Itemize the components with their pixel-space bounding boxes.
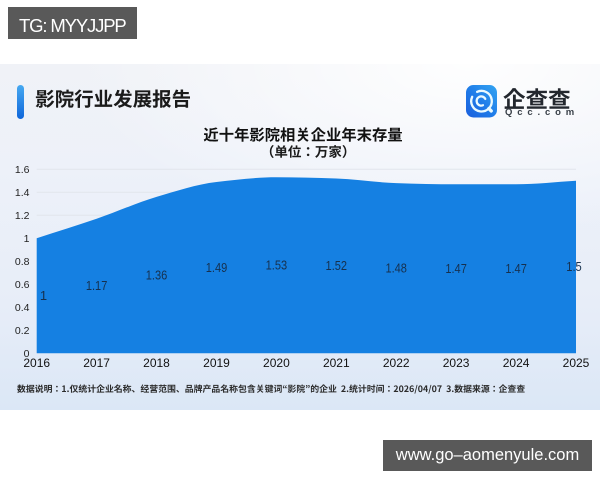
- svg-text:2024: 2024: [503, 356, 530, 370]
- svg-text:2021: 2021: [323, 356, 350, 370]
- svg-text:0.8: 0.8: [15, 256, 30, 268]
- svg-text:1.53: 1.53: [266, 258, 288, 273]
- svg-text:1.5: 1.5: [566, 259, 582, 274]
- svg-text:2019: 2019: [203, 356, 230, 370]
- svg-text:2022: 2022: [383, 356, 410, 370]
- svg-text:1.6: 1.6: [15, 164, 30, 176]
- svg-text:1.52: 1.52: [326, 258, 348, 273]
- svg-text:1.49: 1.49: [206, 260, 228, 275]
- svg-text:0.6: 0.6: [15, 279, 30, 291]
- svg-text:0.2: 0.2: [15, 325, 30, 337]
- svg-text:1: 1: [24, 233, 30, 245]
- svg-text:2016: 2016: [23, 356, 50, 370]
- svg-text:2020: 2020: [263, 356, 290, 370]
- svg-text:1.4: 1.4: [15, 187, 30, 199]
- svg-text:2017: 2017: [83, 356, 110, 370]
- svg-text:1.48: 1.48: [385, 260, 407, 275]
- svg-text:2018: 2018: [143, 356, 170, 370]
- svg-text:1.47: 1.47: [505, 261, 527, 276]
- svg-text:0.4: 0.4: [15, 302, 30, 314]
- svg-text:1.36: 1.36: [146, 267, 168, 282]
- svg-text:1.2: 1.2: [15, 210, 30, 222]
- svg-text:1.47: 1.47: [445, 261, 467, 276]
- svg-text:2023: 2023: [443, 356, 470, 370]
- svg-text:1.17: 1.17: [86, 278, 108, 293]
- svg-text:1: 1: [40, 288, 47, 303]
- svg-text:2025: 2025: [563, 356, 590, 370]
- svg-text:0: 0: [24, 348, 30, 360]
